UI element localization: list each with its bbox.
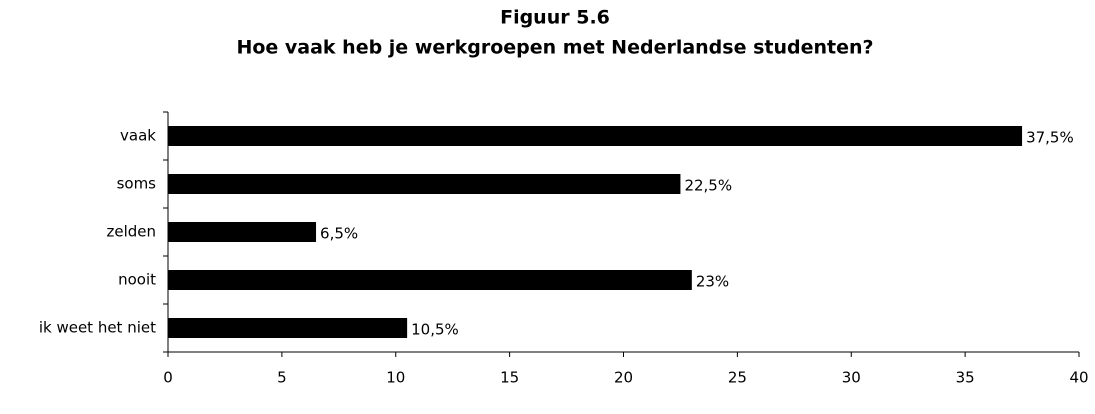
x-tick-label: 25 — [728, 369, 747, 387]
chart-title: Figuur 5.6 — [500, 7, 610, 29]
bar — [168, 174, 681, 194]
data-label: 22,5% — [684, 177, 732, 195]
y-tick-label: ik weet het niet — [39, 319, 156, 337]
x-tick-label: 20 — [614, 369, 633, 387]
y-tick-label: vaak — [120, 127, 156, 145]
bar — [168, 222, 317, 242]
data-label: 37,5% — [1026, 129, 1074, 147]
data-label: 10,5% — [411, 321, 459, 339]
y-tick-label: zelden — [106, 223, 156, 241]
bar — [168, 126, 1023, 146]
data-label: 23% — [696, 273, 729, 291]
bar — [168, 270, 692, 290]
data-label: 6,5% — [320, 225, 358, 243]
bar — [168, 318, 408, 338]
x-tick-label: 15 — [500, 369, 519, 387]
x-tick-label: 10 — [386, 369, 405, 387]
x-tick-label: 30 — [842, 369, 861, 387]
chart-subtitle: Hoe vaak heb je werkgroepen met Nederlan… — [236, 37, 873, 59]
y-tick-label: soms — [117, 175, 157, 193]
x-tick-label: 5 — [277, 369, 287, 387]
x-tick-label: 35 — [956, 369, 975, 387]
x-tick-label: 40 — [1069, 369, 1088, 387]
y-tick-label: nooit — [118, 271, 156, 289]
x-tick-label: 0 — [163, 369, 173, 387]
